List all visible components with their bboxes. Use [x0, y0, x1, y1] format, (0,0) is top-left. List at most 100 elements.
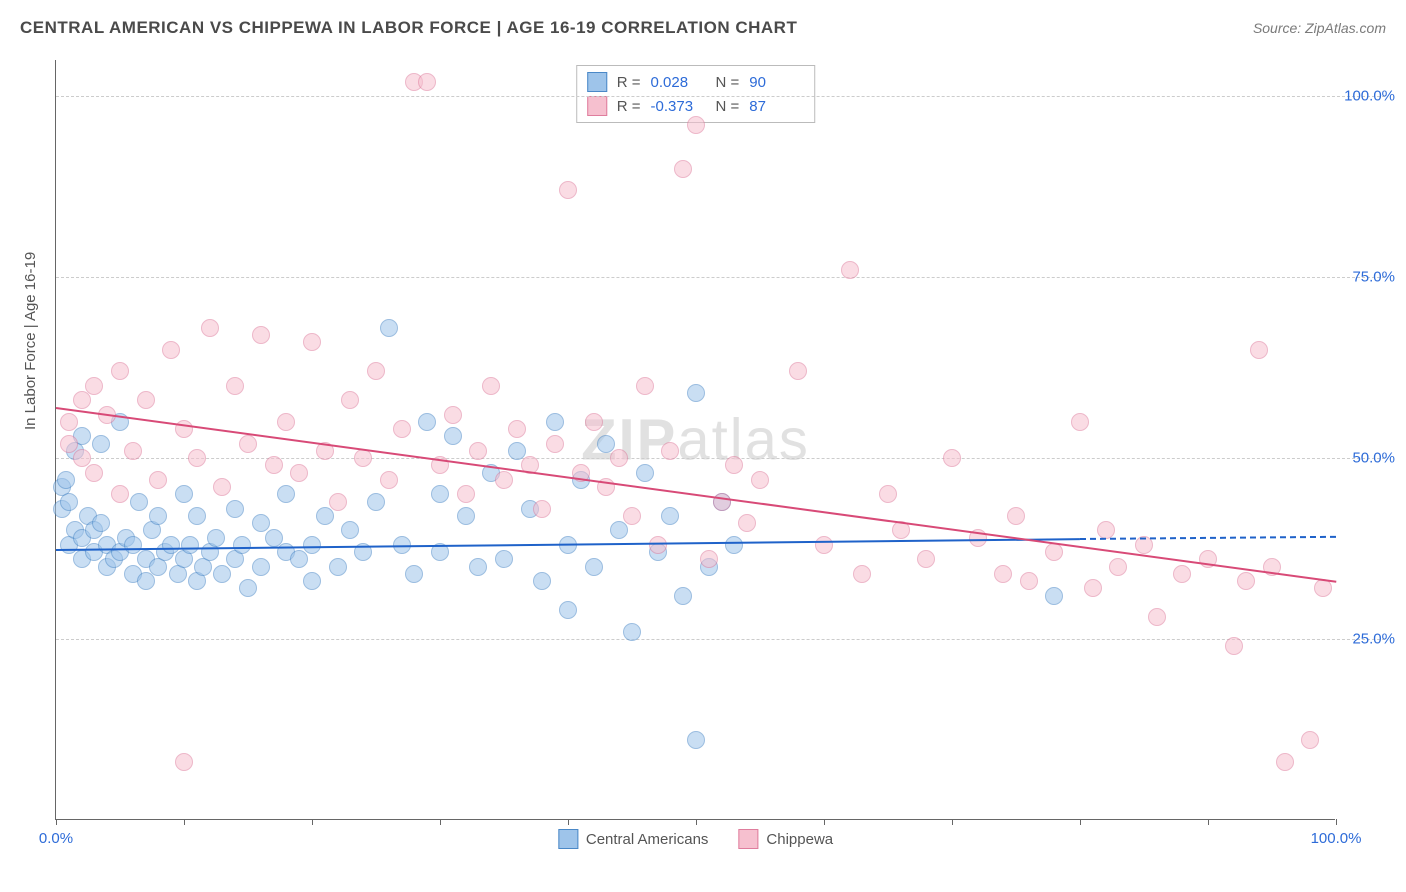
- data-point: [303, 333, 321, 351]
- data-point: [207, 529, 225, 547]
- data-point: [181, 536, 199, 554]
- legend-swatch: [587, 72, 607, 92]
- data-point: [341, 391, 359, 409]
- x-minor-tick: [1208, 819, 1209, 825]
- data-point: [188, 507, 206, 525]
- data-point: [879, 485, 897, 503]
- data-point: [277, 413, 295, 431]
- data-point: [994, 565, 1012, 583]
- data-point: [341, 521, 359, 539]
- data-point: [1250, 341, 1268, 359]
- data-point: [482, 377, 500, 395]
- legend-swatch: [558, 829, 578, 849]
- legend-n-value: 87: [749, 98, 804, 115]
- data-point: [713, 493, 731, 511]
- chart-header: CENTRAL AMERICAN VS CHIPPEWA IN LABOR FO…: [20, 18, 1386, 38]
- x-tick: [696, 819, 697, 825]
- data-point: [661, 507, 679, 525]
- data-point: [623, 623, 641, 641]
- data-point: [1314, 579, 1332, 597]
- data-point: [175, 753, 193, 771]
- legend-swatch: [738, 829, 758, 849]
- data-point: [559, 181, 577, 199]
- data-point: [175, 485, 193, 503]
- data-point: [380, 319, 398, 337]
- data-point: [137, 572, 155, 590]
- data-point: [674, 160, 692, 178]
- legend-r-label: R =: [617, 74, 641, 91]
- x-tick: [56, 819, 57, 825]
- data-point: [1225, 637, 1243, 655]
- data-point: [700, 550, 718, 568]
- data-point: [610, 521, 628, 539]
- data-point: [623, 507, 641, 525]
- data-point: [546, 435, 564, 453]
- plot-area: ZIPatlas R =0.028N =90R =-0.373N =87 Cen…: [55, 60, 1335, 820]
- data-point: [1007, 507, 1025, 525]
- data-point: [687, 384, 705, 402]
- x-minor-tick: [568, 819, 569, 825]
- data-point: [431, 485, 449, 503]
- data-point: [57, 471, 75, 489]
- data-point: [457, 485, 475, 503]
- data-point: [841, 261, 859, 279]
- data-point: [444, 406, 462, 424]
- data-point: [149, 507, 167, 525]
- correlation-legend: R =0.028N =90R = -0.373 N = 87: [576, 65, 816, 123]
- data-point: [60, 435, 78, 453]
- data-point: [469, 442, 487, 460]
- series-legend: Central Americans Chippewa: [558, 829, 833, 849]
- data-point: [73, 449, 91, 467]
- data-point: [201, 319, 219, 337]
- data-point: [149, 471, 167, 489]
- data-point: [687, 116, 705, 134]
- data-point: [303, 572, 321, 590]
- data-point: [329, 493, 347, 511]
- trend-line: [1080, 536, 1336, 540]
- data-point: [585, 558, 603, 576]
- legend-r-value: -0.373: [651, 98, 706, 115]
- data-point: [1276, 753, 1294, 771]
- data-point: [85, 464, 103, 482]
- data-point: [1045, 543, 1063, 561]
- data-point: [1109, 558, 1127, 576]
- data-point: [636, 377, 654, 395]
- data-point: [367, 493, 385, 511]
- data-point: [1020, 572, 1038, 590]
- legend-label: Central Americans: [586, 831, 709, 848]
- chart-title: CENTRAL AMERICAN VS CHIPPEWA IN LABOR FO…: [20, 18, 797, 38]
- legend-n-label: N =: [716, 98, 740, 115]
- data-point: [546, 413, 564, 431]
- data-point: [162, 341, 180, 359]
- data-point: [303, 536, 321, 554]
- data-point: [265, 529, 283, 547]
- data-point: [92, 514, 110, 532]
- data-point: [751, 471, 769, 489]
- data-point: [610, 449, 628, 467]
- data-point: [815, 536, 833, 554]
- data-point: [943, 449, 961, 467]
- data-point: [495, 550, 513, 568]
- y-tick-label: 100.0%: [1344, 88, 1395, 105]
- data-point: [917, 550, 935, 568]
- gridline: [56, 639, 1385, 640]
- data-point: [213, 565, 231, 583]
- data-point: [277, 485, 295, 503]
- data-point: [853, 565, 871, 583]
- data-point: [661, 442, 679, 460]
- legend-label: Chippewa: [766, 831, 833, 848]
- legend-row: R =0.028N =90: [587, 70, 805, 94]
- y-tick-label: 75.0%: [1352, 269, 1395, 286]
- data-point: [533, 500, 551, 518]
- data-point: [124, 536, 142, 554]
- legend-item: Central Americans: [558, 829, 709, 849]
- data-point: [1071, 413, 1089, 431]
- data-point: [85, 377, 103, 395]
- legend-swatch: [587, 96, 607, 116]
- legend-item: Chippewa: [738, 829, 833, 849]
- x-minor-tick: [184, 819, 185, 825]
- y-axis-label: In Labor Force | Age 16-19: [22, 252, 39, 430]
- legend-n-value: 90: [749, 74, 804, 91]
- data-point: [687, 731, 705, 749]
- data-point: [60, 493, 78, 511]
